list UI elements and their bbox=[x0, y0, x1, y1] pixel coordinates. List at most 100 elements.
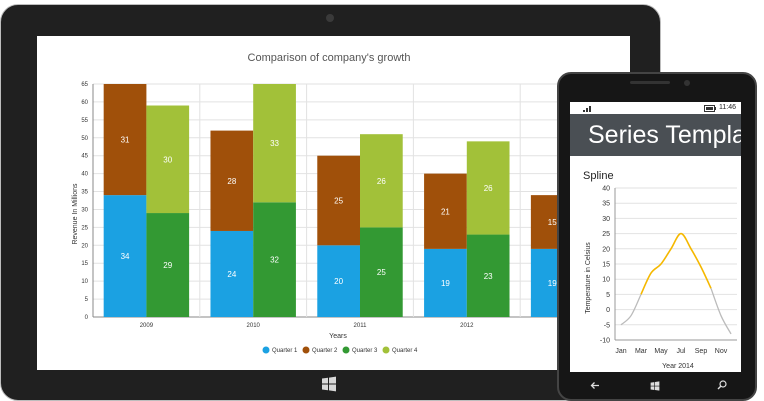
signal-icon bbox=[583, 106, 591, 112]
bar-data-label: 21 bbox=[441, 207, 450, 216]
legend-label: Quarter 1 bbox=[272, 348, 298, 354]
legend-label: Quarter 3 bbox=[352, 348, 378, 354]
spline-series-line-faded-start bbox=[620, 294, 642, 326]
spline-y-tick-label: 15 bbox=[602, 262, 610, 269]
y-tick-label: 25 bbox=[81, 225, 88, 231]
bar-quarter-3-2009 bbox=[146, 213, 190, 317]
stacked-bar-chart: Comparison of company's growth 0 5 10 15 20 2… bbox=[72, 52, 628, 354]
y-tick-label: 35 bbox=[81, 190, 88, 196]
bar-data-label: 29 bbox=[163, 261, 172, 270]
bar-quarter-3-2011 bbox=[360, 227, 403, 317]
y-tick-label: 50 bbox=[81, 136, 88, 142]
y-tick-label: 5 bbox=[85, 297, 89, 303]
bar-data-label: 31 bbox=[121, 136, 130, 145]
bar-quarter-1-2012 bbox=[424, 248, 467, 317]
search-icon[interactable] bbox=[717, 380, 727, 390]
bar-data-label: 19 bbox=[548, 279, 557, 288]
bar-quarter-2-2010 bbox=[210, 130, 254, 231]
spline-y-tick-label: -5 bbox=[604, 322, 610, 329]
bar-data-label: 26 bbox=[484, 184, 493, 193]
back-arrow-icon[interactable] bbox=[590, 381, 600, 390]
bar-data-label: 20 bbox=[334, 277, 343, 286]
phone-screen: 11:46 Series Template Spline -10 -5 0 5 10 15… bbox=[570, 102, 741, 372]
y-axis-label: Revenue In Millions bbox=[72, 183, 79, 245]
bar-quarter-1-2010 bbox=[210, 230, 254, 317]
bar-quarter-4-2010 bbox=[253, 84, 296, 203]
bar-quarter-4-2012 bbox=[466, 141, 510, 235]
y-tick-label: 45 bbox=[81, 154, 88, 160]
spline-series-line bbox=[640, 232, 712, 295]
spline-y-tick-label: 40 bbox=[602, 186, 610, 193]
x-tick-label: 2011 bbox=[354, 323, 368, 329]
spline-x-axis-label: Year 2014 bbox=[662, 363, 694, 370]
spline-x-tick-label: Nov bbox=[715, 348, 728, 355]
y-tick-label: 55 bbox=[81, 118, 88, 124]
legend-marker bbox=[262, 346, 270, 354]
tablet-screen: Comparison of company's growth 0 5 10 15 20 2… bbox=[37, 36, 630, 370]
spline-y-axis-label: Temperature in Celsius bbox=[585, 242, 592, 314]
y-tick-label: 10 bbox=[81, 279, 88, 285]
bar-quarter-3-2010 bbox=[253, 202, 296, 317]
phone-nav-bar bbox=[570, 372, 741, 398]
bar-data-label: 28 bbox=[227, 177, 236, 186]
x-tick-label: 2012 bbox=[460, 323, 474, 329]
bar-data-label: 32 bbox=[270, 256, 279, 265]
app-header: Series Template bbox=[570, 114, 741, 156]
spline-series-line-faded-end bbox=[710, 288, 732, 335]
tablet-camera bbox=[326, 14, 334, 22]
bar-data-label: 23 bbox=[484, 272, 493, 281]
app-title: Series Template bbox=[588, 121, 741, 149]
bar-data-label: 25 bbox=[334, 197, 343, 206]
bar-quarter-3-2012 bbox=[466, 234, 510, 317]
bar-quarter-1-2011 bbox=[317, 245, 360, 317]
legend-marker bbox=[342, 346, 350, 354]
spline-chart-title: Spline bbox=[583, 170, 614, 182]
chart-title: Comparison of company's growth bbox=[248, 52, 411, 64]
spline-x-tick-label: Jul bbox=[677, 348, 686, 355]
phone-camera bbox=[684, 80, 690, 86]
bar-data-label: 25 bbox=[377, 268, 386, 277]
phone-status-bar: 11:46 bbox=[570, 102, 741, 114]
status-time: 11:46 bbox=[719, 104, 736, 111]
battery-icon bbox=[704, 105, 716, 112]
y-tick-label: 30 bbox=[81, 207, 88, 213]
spline-y-tick-label: 30 bbox=[602, 216, 610, 223]
bar-quarter-1-2009 bbox=[103, 195, 147, 317]
y-tick-label: 40 bbox=[81, 172, 88, 178]
spline-y-tick-label: 35 bbox=[602, 201, 610, 208]
bar-data-label: 24 bbox=[227, 270, 236, 279]
x-tick-label: 2010 bbox=[247, 323, 261, 329]
spline-y-tick-label: 0 bbox=[606, 307, 610, 314]
spline-y-tick-label: 5 bbox=[606, 292, 610, 299]
bar-data-label: 33 bbox=[270, 139, 279, 148]
bar-quarter-2-2011 bbox=[317, 155, 360, 246]
x-tick-label: 2009 bbox=[140, 323, 154, 329]
phone-speaker bbox=[630, 81, 670, 84]
legend-label: Quarter 4 bbox=[392, 348, 418, 354]
y-tick-label: 65 bbox=[81, 82, 88, 88]
spline-x-tick-label: Mar bbox=[635, 348, 648, 355]
y-tick-label: 60 bbox=[81, 100, 88, 106]
legend-marker bbox=[302, 346, 310, 354]
bar-quarter-4-2011 bbox=[360, 134, 403, 228]
bar-quarter-2-2012 bbox=[424, 173, 467, 249]
windows-home-icon[interactable] bbox=[650, 381, 660, 391]
y-tick-label: 0 bbox=[85, 315, 89, 321]
windows-start-button[interactable] bbox=[321, 376, 337, 392]
spline-x-tick-label: Sep bbox=[695, 348, 708, 355]
x-axis-label: Years bbox=[329, 333, 347, 340]
spline-chart: -10 -5 0 5 10 15 20 25 30 35 40 Jan Mar May Jul Sep Nov… bbox=[585, 186, 737, 370]
bar-quarter-4-2009 bbox=[146, 105, 190, 214]
bar-data-label: 26 bbox=[377, 177, 386, 186]
bar-data-label: 19 bbox=[441, 279, 450, 288]
spline-y-tick-label: 25 bbox=[602, 231, 610, 238]
bar-data-label: 15 bbox=[548, 218, 557, 227]
spline-x-tick-label: May bbox=[654, 348, 668, 355]
spline-y-tick-label: -10 bbox=[600, 338, 610, 345]
y-tick-label: 20 bbox=[81, 243, 88, 249]
y-tick-label: 15 bbox=[81, 261, 88, 267]
bar-quarter-2-2009 bbox=[103, 84, 147, 196]
chart-legend: Quarter 1 Quarter 2 Quarter 3 Quarter 4 bbox=[262, 346, 418, 354]
spline-x-tick-label: Jan bbox=[615, 348, 626, 355]
legend-marker bbox=[382, 346, 390, 354]
